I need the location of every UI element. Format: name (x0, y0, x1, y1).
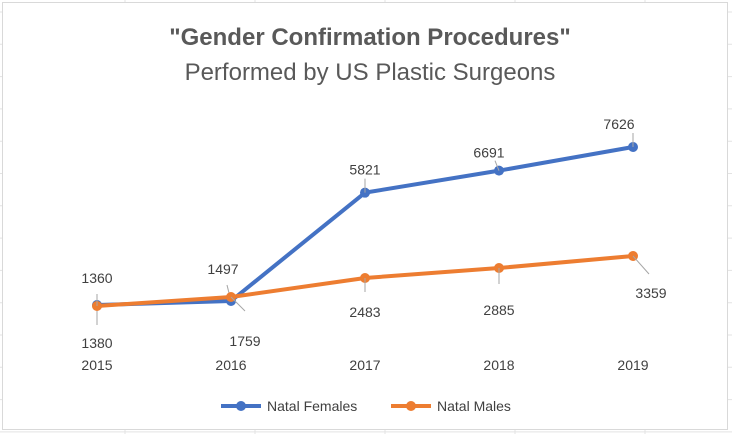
chart-subtitle: Performed by US Plastic Surgeons (185, 59, 556, 86)
data-label: 2483 (349, 304, 380, 320)
line-chart: "Gender Confirmation Procedures" Perform… (81, 24, 666, 414)
legend-label: Natal Females (267, 398, 357, 414)
data-label: 3359 (635, 285, 666, 301)
data-label-leader (494, 160, 500, 171)
series-natal-males: 1360 1759 2483 2885 3359 (81, 251, 667, 349)
x-tick-label: 2015 (81, 357, 112, 373)
data-label-leader (632, 255, 650, 275)
data-label: 1380 (81, 335, 112, 351)
data-label: 6691 (473, 145, 504, 161)
plot-series: 1380 1497 5821 6691 7626 1360 1759 2483 2885 3359 (81, 116, 666, 351)
data-label: 1497 (207, 261, 238, 277)
data-label: 5821 (349, 162, 380, 178)
legend-marker (406, 401, 416, 411)
data-label: 2885 (483, 302, 514, 318)
chart-legend: Natal Females Natal Males (221, 398, 511, 414)
legend-label: Natal Males (437, 398, 511, 414)
data-label: 1360 (81, 270, 112, 286)
legend-item[interactable]: Natal Females (221, 398, 357, 414)
legend-item[interactable]: Natal Males (391, 398, 511, 414)
chart-area[interactable]: "Gender Confirmation Procedures" Perform… (2, 2, 728, 430)
data-label: 7626 (603, 116, 634, 132)
x-axis-tick-labels: 2015 2016 2017 2018 2019 (81, 357, 648, 373)
data-label: 1759 (229, 333, 260, 349)
x-tick-label: 2019 (617, 357, 648, 373)
legend-marker (236, 401, 246, 411)
chart-title: "Gender Confirmation Procedures" (169, 24, 571, 51)
x-tick-label: 2017 (349, 357, 380, 373)
data-label-leader (230, 296, 246, 312)
x-tick-label: 2016 (215, 357, 246, 373)
x-tick-label: 2018 (483, 357, 514, 373)
